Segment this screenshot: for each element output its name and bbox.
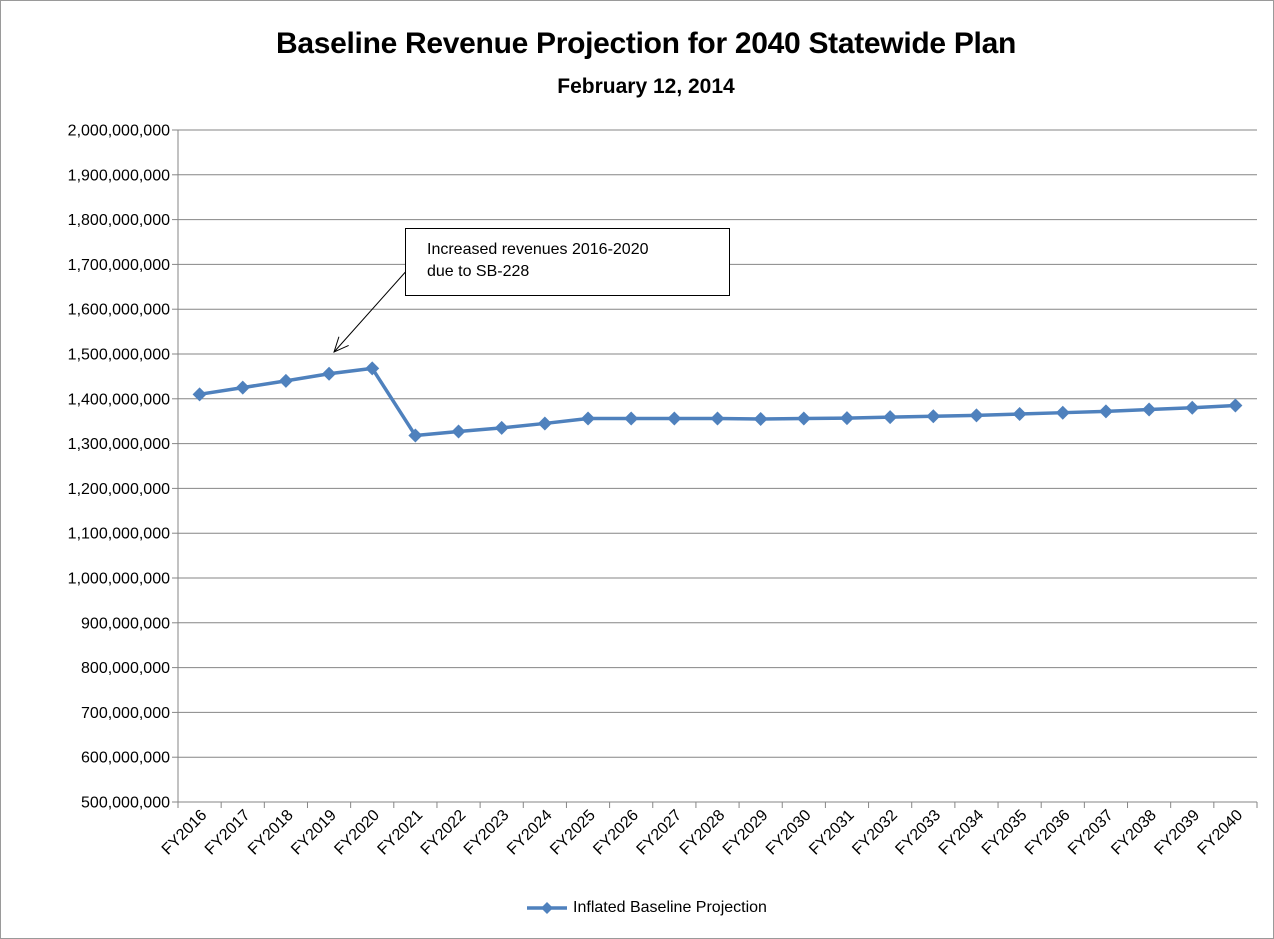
data-point-fy2035 [1012, 407, 1027, 422]
x-tick-label: FY2033 [892, 807, 944, 859]
x-tick-label: FY2016 [159, 807, 211, 859]
x-tick-label: FY2028 [677, 807, 729, 859]
y-tick-label: 1,700,000,000 [68, 257, 170, 274]
data-point-fy2023 [494, 420, 509, 435]
x-tick-label: FY2020 [331, 807, 383, 859]
x-tick-label: FY2017 [202, 807, 254, 859]
y-axis-tick-labels: 500,000,000 600,000,000 700,000,000 800,000… [68, 123, 170, 812]
data-point-fy2029 [753, 411, 768, 426]
data-point-fy2018 [278, 373, 293, 388]
x-tick-label: FY2018 [245, 807, 297, 859]
x-tick-label: FY2027 [634, 807, 686, 859]
axes [177, 130, 1258, 808]
x-tick-label: FY2032 [849, 807, 901, 859]
y-tick-label: 900,000,000 [81, 615, 170, 632]
data-point-fy2037 [1098, 404, 1113, 419]
data-point-fy2016 [192, 387, 207, 402]
data-point-fy2038 [1142, 402, 1157, 417]
series-inflated-baseline-projection [192, 361, 1243, 443]
y-tick-label: 1,300,000,000 [68, 436, 170, 453]
legend: Inflated Baseline Projection [1, 899, 1274, 917]
annotation-arrow-head [333, 336, 349, 353]
x-tick-label: FY2039 [1151, 807, 1203, 859]
x-tick-label: FY2019 [288, 807, 340, 859]
data-point-fy2024 [537, 416, 552, 431]
x-tick-label: FY2037 [1065, 807, 1117, 859]
x-tick-label: FY2023 [461, 807, 513, 859]
data-point-fy2031 [839, 411, 854, 426]
legend-line-diamond-icon [527, 902, 568, 914]
x-tick-label: FY2040 [1195, 807, 1247, 859]
y-tick-label: 800,000,000 [81, 660, 170, 677]
data-point-fy2040 [1228, 398, 1243, 413]
y-tick-label: 1,100,000,000 [68, 526, 170, 543]
data-point-fy2022 [451, 424, 466, 439]
x-tick-label: FY2024 [504, 807, 556, 859]
x-tick-label: FY2022 [418, 807, 470, 859]
data-point-fy2025 [581, 411, 596, 426]
y-tick-label: 1,400,000,000 [68, 391, 170, 408]
y-tick-label: 2,000,000,000 [68, 123, 170, 140]
data-point-fy2026 [624, 411, 639, 426]
y-tick-label: 1,900,000,000 [68, 167, 170, 184]
x-tick-label: FY2030 [763, 807, 815, 859]
data-point-fy2021 [408, 428, 423, 443]
y-tick-label: 700,000,000 [81, 705, 170, 722]
x-tick-label: FY2034 [936, 807, 988, 859]
x-tick-label: FY2029 [720, 807, 772, 859]
y-tick-label: 1,500,000,000 [68, 347, 170, 364]
gridlines [172, 129, 1257, 803]
y-tick-label: 1,000,000,000 [68, 571, 170, 588]
annotation-line-1: Increased revenues 2016-2020 [427, 241, 649, 258]
data-point-fy2017 [235, 380, 250, 395]
x-axis-tick-labels: FY2016FY2017FY2018FY2019FY2020FY2021FY20… [159, 807, 1247, 859]
legend-label: Inflated Baseline Projection [573, 899, 767, 916]
data-point-fy2030 [796, 411, 811, 426]
data-point-fy2034 [969, 408, 984, 423]
y-tick-label: 1,800,000,000 [68, 212, 170, 229]
y-tick-label: 600,000,000 [81, 750, 170, 767]
chart-subtitle: February 12, 2014 [557, 75, 735, 98]
x-tick-label: FY2031 [806, 807, 858, 859]
annotation-callout: Increased revenues 2016-2020 due to SB-2… [405, 228, 730, 296]
annotation-line-2: due to SB-228 [427, 263, 530, 280]
data-point-fy2039 [1185, 400, 1200, 415]
x-tick-label: FY2038 [1108, 807, 1160, 859]
data-point-fy2033 [926, 409, 941, 424]
chart-title: Baseline Revenue Projection for 2040 Sta… [276, 27, 1016, 60]
y-tick-label: 1,200,000,000 [68, 481, 170, 498]
data-point-fy2020 [365, 361, 380, 376]
annotation-arrow-shaft [333, 267, 410, 353]
x-tick-label: FY2026 [590, 807, 642, 859]
data-point-fy2028 [710, 411, 725, 426]
data-point-fy2019 [322, 366, 337, 381]
data-point-fy2032 [883, 410, 898, 425]
annotation-arrow [333, 267, 410, 353]
x-tick-label: FY2036 [1022, 807, 1074, 859]
x-tick-label: FY2021 [375, 807, 427, 859]
y-tick-label: 500,000,000 [81, 795, 170, 812]
x-tick-label: FY2035 [979, 807, 1031, 859]
x-tick-label: FY2025 [547, 807, 599, 859]
data-point-fy2027 [667, 411, 682, 426]
y-tick-label: 1,600,000,000 [68, 302, 170, 319]
data-point-fy2036 [1055, 405, 1070, 420]
